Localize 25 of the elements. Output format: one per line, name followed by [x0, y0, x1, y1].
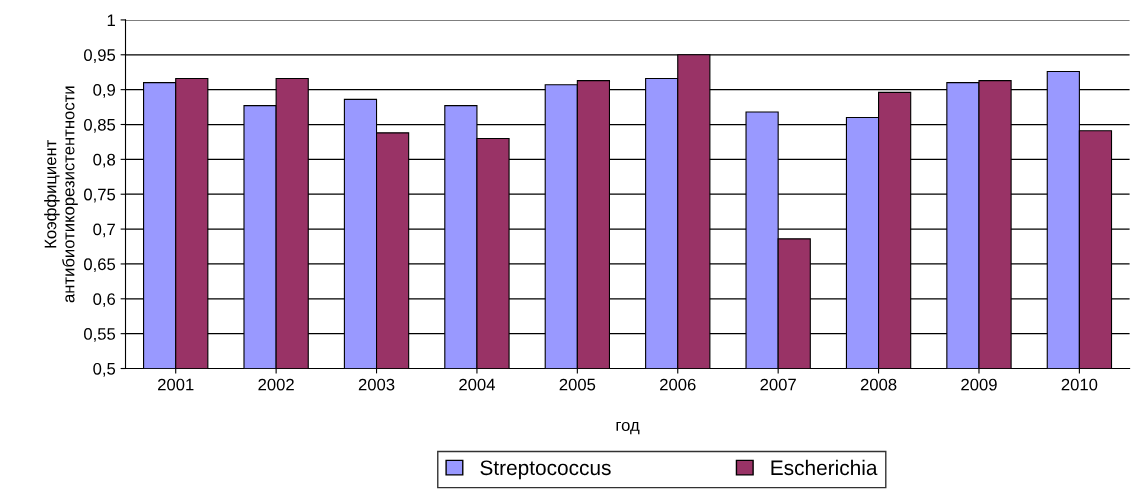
x-tick-label: 2007: [760, 378, 796, 391]
x-axis-title: год: [616, 421, 640, 435]
y-tick-label: 0,75: [84, 188, 116, 203]
y-axis-title: Коэффициент антибиотикорезистентности: [44, 86, 78, 303]
x-tick-label: 2009: [961, 378, 997, 391]
y-tick-label: 0,9: [93, 84, 115, 98]
x-tick-label: 2001: [158, 378, 194, 391]
x-tick-label: 2006: [660, 378, 696, 391]
x-tick-label: 2008: [860, 378, 897, 391]
y-tick-label: 0,65: [84, 258, 116, 273]
legend-label: Escherichia: [771, 459, 878, 476]
y-tick-label: 0,8: [93, 153, 116, 168]
y-tick-label: 1: [107, 14, 115, 26]
x-tick-label: 2010: [1061, 378, 1098, 391]
x-tick-label: 2003: [358, 378, 395, 391]
y-tick-label: 0,7: [93, 223, 115, 238]
y-tick-label: 0,95: [84, 49, 116, 63]
y-tick-label: 0,55: [84, 328, 116, 342]
y-tick-label: 0,85: [84, 118, 116, 133]
x-tick-label: 2005: [559, 378, 596, 391]
y-tick-label: 0,6: [93, 293, 116, 307]
y-tick-label: 0,5: [93, 362, 116, 377]
legend-label: Streptococcus: [480, 460, 611, 480]
x-tick-label: 2004: [459, 378, 495, 391]
x-tick-label: 2002: [258, 378, 294, 391]
